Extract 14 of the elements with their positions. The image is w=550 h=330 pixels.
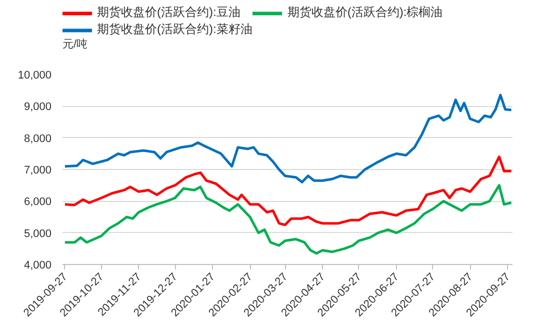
line-series [64,184,512,255]
y-tick-label: 6,000 [24,196,52,208]
y-tick-label: 5,000 [24,228,52,240]
line-series [64,94,512,184]
y-axis-title: 元/吨 [62,38,88,50]
y-tick-label: 4,000 [24,260,52,272]
y-tick-label: 9,000 [24,101,52,114]
legend-label: 期货收盘价(活跃合约):棕榈油 [287,4,443,21]
y-tick-label: 8,000 [24,132,52,145]
line-series [64,156,512,226]
legend-label: 期货收盘价(活跃合约):豆油 [97,4,240,21]
y-tick-label: 10,000 [18,70,52,82]
y-tick-label: 7,000 [24,164,52,176]
legend-label: 期货收盘价(活跃合约):菜籽油 [97,21,252,38]
